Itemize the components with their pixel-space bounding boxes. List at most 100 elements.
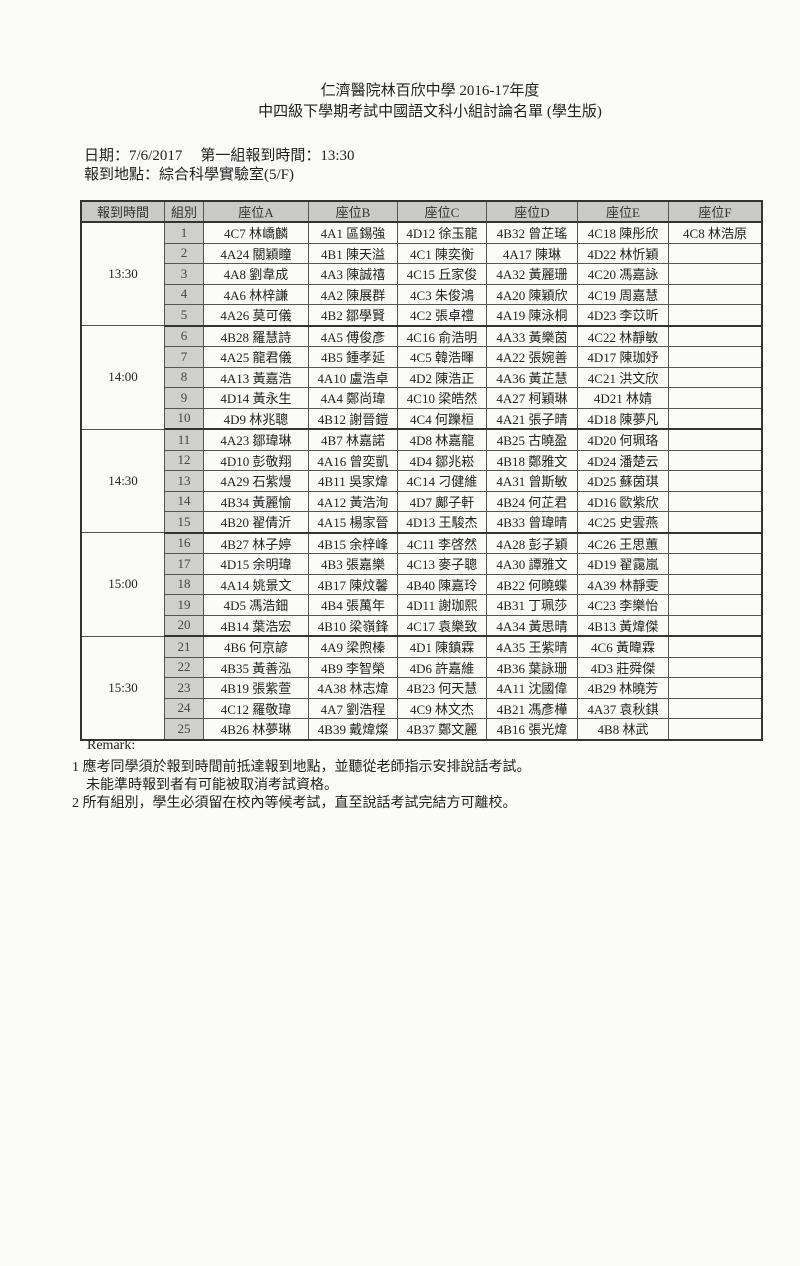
table-row: 15:30 21 4B6 何京諺 4A9 梁煦榛 4D1 陳鎮霖 4A35 王紫晴 4C6 … [80,635,763,740]
table-row: 12 4D10 彭敬翔 4A16 曾奕凱 4D4 鄒兆崧 4B18 鄭雅文 4D24 潘楚… [81,449,763,471]
group-number: 4 [164,283,204,305]
seat-c: 4C1 陳奕衡 [397,242,487,264]
seat-a: 4A6 林梓謙 [203,283,309,305]
table-row: 13:30 1 4C7 林嶠麟 4A1 區錫強 4D12 徐玉龍 4B32 曾芷瑤 4C18… [80,221,763,326]
seat-b: 4B11 吳家煒 [308,470,398,492]
document-title: 仁濟醫院林百欣中學 2016-17年度 [320,83,540,99]
seat-c: 4D13 王駿杰 [397,511,487,534]
seat-c: 4D1 陳鎮霖 [397,635,487,658]
column-header: 報到時間 [80,200,165,223]
seat-c: 4C15 丘家俊 [397,263,487,285]
column-header: 組別 [164,200,204,223]
group-number: 21 [164,635,204,658]
column-header: 座位E [577,200,669,223]
seat-c: 4B40 陳嘉玲 [397,573,487,595]
seat-e: 4C6 黃暐霖 [577,635,669,658]
seat-a: 4B19 張紫萱 [203,677,309,699]
seat-f [668,718,763,741]
seat-f [668,366,763,388]
seat-b: 4A10 盧浩卓 [308,366,398,388]
seat-b: 4A5 傅俊彥 [308,325,398,347]
seat-a: 4A13 黃嘉浩 [203,366,309,388]
report-time: 15:30 [80,635,165,740]
seat-e: 4D3 莊舜傑 [577,656,669,678]
table-row: 20 4B14 葉浩宏 4B10 梁嶺鋒 4C17 袁樂致 4A34 黃思晴 4B13 黃… [81,614,763,637]
seat-a: 4B26 林夢琳 [203,718,309,741]
seat-b: 4B39 戴煒燦 [308,718,398,741]
seat-a: 4A14 姚景文 [203,573,309,595]
seat-c: 4C10 梁皓然 [397,387,487,409]
group-number: 2 [164,242,204,264]
seat-c: 4C5 韓浩暉 [397,346,487,368]
seat-a: 4D15 余明瑋 [203,553,309,575]
seat-e: 4C22 林靜敏 [577,325,669,347]
seat-a: 4B27 林子婷 [203,532,309,554]
date-line: 日期：7/6/2017 第一組報到時間：13:30 [84,144,355,165]
seat-f [668,325,763,347]
seat-c: 4C17 袁樂致 [397,614,487,637]
seat-d: 4A36 黃芷慧 [486,366,578,388]
table-row: 7 4A25 龍君儀 4B5 鍾孝延 4C5 韓浩暉 4A22 張婉善 4D17 陳珈妤 [81,346,763,368]
seat-b: 4A7 劉浩程 [308,697,398,719]
column-header: 座位D [486,200,578,223]
seat-d: 4A33 黃樂茵 [486,325,578,347]
seat-b: 4A2 陳展群 [308,283,398,305]
seat-e: 4D23 李苡昕 [577,304,669,327]
seat-c: 4C9 林文杰 [397,697,487,719]
table-row: 22 4B35 黃善泓 4B9 李智榮 4D6 許嘉維 4B36 葉詠珊 4D3 莊舜傑 [81,656,763,678]
seat-e: 4D24 潘楚云 [577,449,669,471]
seat-d: 4B36 葉詠珊 [486,656,578,678]
group-number: 11 [164,428,204,451]
seat-e: 4B13 黃煒傑 [577,614,669,637]
seat-c: 4C13 麥子聰 [397,553,487,575]
seat-f [668,614,763,637]
seat-e: 4D25 蘇茵琪 [577,470,669,492]
table-row: 9 4D14 黃永生 4A4 鄭尚瑋 4C10 梁皓然 4A27 柯穎琳 4D21 林婧 [81,387,763,409]
seat-c: 4B23 何天慧 [397,677,487,699]
location: 報到地點：綜合科學實驗室(5/F) [84,167,295,183]
group-number: 7 [164,346,204,368]
seat-b: 4A4 鄭尚瑋 [308,387,398,409]
table-row: 23 4B19 張紫萱 4A38 林志煒 4B23 何天慧 4A11 沈國偉 4B29 林… [81,677,763,699]
seat-c: 4D2 陳浩正 [397,366,487,388]
seat-c: 4C3 朱俊鴻 [397,283,487,305]
seat-a: 4B34 黃麗愉 [203,490,309,512]
seat-b: 4B1 陳天溢 [308,242,398,264]
group-number: 19 [164,594,204,616]
seat-e: 4D18 陳夢凡 [577,407,669,430]
seat-e: 4C23 李樂怡 [577,594,669,616]
group-number: 1 [164,221,204,244]
seat-e: 4D22 林忻穎 [577,242,669,264]
group-number: 8 [164,366,204,388]
seat-d: 4B16 張光煒 [486,718,578,741]
group-number: 3 [164,263,204,285]
seat-c: 4D6 許嘉維 [397,656,487,678]
table-row: 25 4B26 林夢琳 4B39 戴煒燦 4B37 鄭文麗 4B16 張光煒 4B8 林武 [81,718,763,741]
seat-d: 4B24 何芷君 [486,490,578,512]
seat-d: 4B33 曾瑋晴 [486,511,578,534]
seat-e: 4B8 林武 [577,718,669,741]
document-subtitle: 中四級下學期考試中國語文科小組討論名單 (學生版) [258,104,602,120]
seat-f [668,677,763,699]
seat-d: 4B32 曾芷瑤 [486,221,578,244]
group-number: 16 [164,532,204,554]
seat-e: 4C26 王思蕙 [577,532,669,554]
seat-c: 4C2 張卓禮 [397,304,487,327]
seat-e: 4C18 陳彤欣 [577,221,669,244]
seat-d: 4A32 黃麗珊 [486,263,578,285]
seat-b: 4B17 陳炆馨 [308,573,398,595]
seat-d: 4B25 古曉盈 [486,428,578,451]
seat-c: 4C4 何躒桓 [397,407,487,430]
seat-d: 4A27 柯穎琳 [486,387,578,409]
group-number: 23 [164,677,204,699]
seat-d: 4A28 彭子穎 [486,532,578,554]
seat-b: 4A12 黃浩洵 [308,490,398,512]
seat-e: 4C21 洪文欣 [577,366,669,388]
group-number: 13 [164,470,204,492]
table-row: 19 4D5 馮浩鈿 4B4 張萬年 4D11 謝珈熙 4B31 丁珮莎 4C23 李樂怡 [81,594,763,616]
table-header-row: 報到時間 組別 座位A 座位B 座位C 座位D 座位E 座位F [80,200,763,223]
seat-f [668,594,763,616]
group-schedule-table: 報到時間 組別 座位A 座位B 座位C 座位D 座位E 座位F 13:30 1 4C7 林嶠麟 4A… [80,200,763,741]
group-number: 24 [164,697,204,719]
seat-d: 4B31 丁珮莎 [486,594,578,616]
